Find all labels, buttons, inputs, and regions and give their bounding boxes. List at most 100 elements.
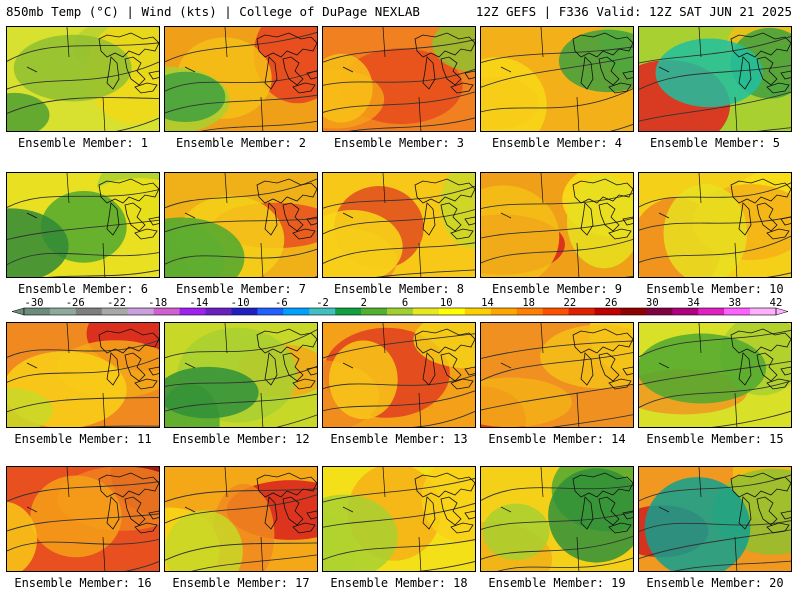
height-contour (165, 69, 317, 92)
great-lakes-outline (730, 328, 791, 390)
colorbar-swatch (24, 308, 51, 315)
colorbar-tick-label: -30 (25, 298, 44, 309)
colorbar-swatch (516, 308, 543, 315)
height-contour (712, 410, 791, 427)
colorbar-swatch (724, 308, 751, 315)
colorbar-tick-label: 26 (605, 298, 618, 309)
height-contour (200, 120, 317, 131)
colorbar-tick-label: -18 (148, 298, 167, 309)
state-border (658, 173, 738, 277)
height-contour (165, 488, 317, 503)
great-lakes-outline (730, 178, 791, 240)
height-contour (7, 357, 159, 383)
height-contour (673, 560, 791, 571)
great-lakes-outline (98, 328, 159, 390)
temperature-region (165, 217, 245, 277)
ensemble-member-19-map (480, 466, 634, 572)
height-contour (481, 217, 633, 239)
state-border (658, 27, 738, 131)
temperature-region (558, 29, 633, 93)
height-contour (639, 329, 791, 358)
height-contour (323, 374, 475, 390)
ensemble-member-7-map (164, 172, 318, 278)
ensemble-member-label: Ensemble Member: 5 (649, 136, 781, 150)
ensemble-member-label: Ensemble Member: 7 (175, 282, 307, 296)
great-lakes-outline (730, 472, 791, 534)
great-lakes-outline (572, 328, 633, 390)
temperature-region (165, 71, 226, 123)
temperature-region (413, 323, 475, 369)
ensemble-member-label: Ensemble Member: 12 (172, 432, 310, 446)
colorbar-tick-label: 42 (770, 298, 783, 309)
ensemble-member-17-map (164, 466, 318, 572)
great-lakes-outline (414, 472, 475, 534)
colorbar-tick-label: -14 (189, 298, 208, 309)
ensemble-member-label: Ensemble Member: 8 (333, 282, 465, 296)
ensemble-member-16-map (6, 466, 160, 572)
height-contour (609, 123, 633, 131)
height-contour (323, 39, 475, 63)
ensemble-member-1-map (6, 26, 160, 132)
great-lakes-outline (256, 32, 317, 94)
ensemble-member-11-map (6, 322, 160, 428)
temperature-region (323, 494, 398, 571)
ensemble-member-4-map (480, 26, 634, 132)
great-lakes-outline (730, 32, 791, 94)
temperature-region (481, 185, 560, 277)
height-contour (481, 87, 633, 113)
height-contour (81, 425, 159, 427)
height-contour (7, 396, 159, 413)
temperature-region (548, 468, 633, 563)
ensemble-member-6-map (6, 172, 160, 278)
height-contour (639, 520, 791, 533)
height-contour (323, 477, 475, 503)
colorbar-tick-label: -26 (66, 298, 85, 309)
height-contour (323, 242, 475, 265)
temperature-region (165, 510, 243, 571)
ensemble-member-label: Ensemble Member: 1 (17, 136, 149, 150)
colorbar-swatch (568, 308, 595, 315)
great-lakes-outline (572, 178, 633, 240)
height-contour (276, 414, 317, 427)
ensemble-member-2-map (164, 26, 318, 132)
colorbar-tick-label: 38 (728, 298, 741, 309)
ensemble-member-13-map (322, 322, 476, 428)
height-contour (165, 248, 317, 265)
height-contour (165, 94, 317, 114)
ensemble-member-label: Ensemble Member: 10 (646, 282, 784, 296)
ensemble-member-label: Ensemble Member: 9 (491, 282, 623, 296)
height-contour (639, 474, 791, 502)
height-contour (481, 56, 633, 88)
state-border (500, 173, 580, 277)
height-contour (115, 117, 159, 131)
colorbar-swatch (698, 308, 725, 315)
colorbar-swatch (309, 308, 336, 315)
colorbar-swatch (49, 308, 77, 315)
temperature-region (7, 92, 50, 131)
height-contour (191, 554, 317, 571)
height-contour (481, 352, 633, 382)
height-contour (639, 360, 791, 386)
height-contour (481, 383, 633, 411)
colorbar-swatch (335, 308, 362, 315)
height-contour (412, 410, 475, 427)
height-contour (497, 557, 633, 571)
height-contour (165, 31, 317, 63)
height-contour (7, 251, 159, 266)
state-border (26, 323, 106, 427)
colorbar-swatch (153, 308, 180, 315)
ensemble-member-12-map (164, 322, 318, 428)
colorbar-tick-label: 2 (361, 298, 367, 309)
height-contour (7, 188, 159, 209)
height-contour (639, 235, 791, 264)
height-contour (323, 91, 475, 113)
height-contour (165, 218, 317, 233)
height-contour (375, 269, 475, 277)
temperature-region (481, 377, 572, 427)
great-lakes-outline (572, 32, 633, 94)
colorbar-swatch (542, 308, 569, 315)
colorbar-swatch (438, 308, 466, 315)
ensemble-member-label: Ensemble Member: 17 (172, 576, 310, 590)
colorbar-swatch (101, 308, 129, 315)
height-contour (639, 35, 791, 64)
